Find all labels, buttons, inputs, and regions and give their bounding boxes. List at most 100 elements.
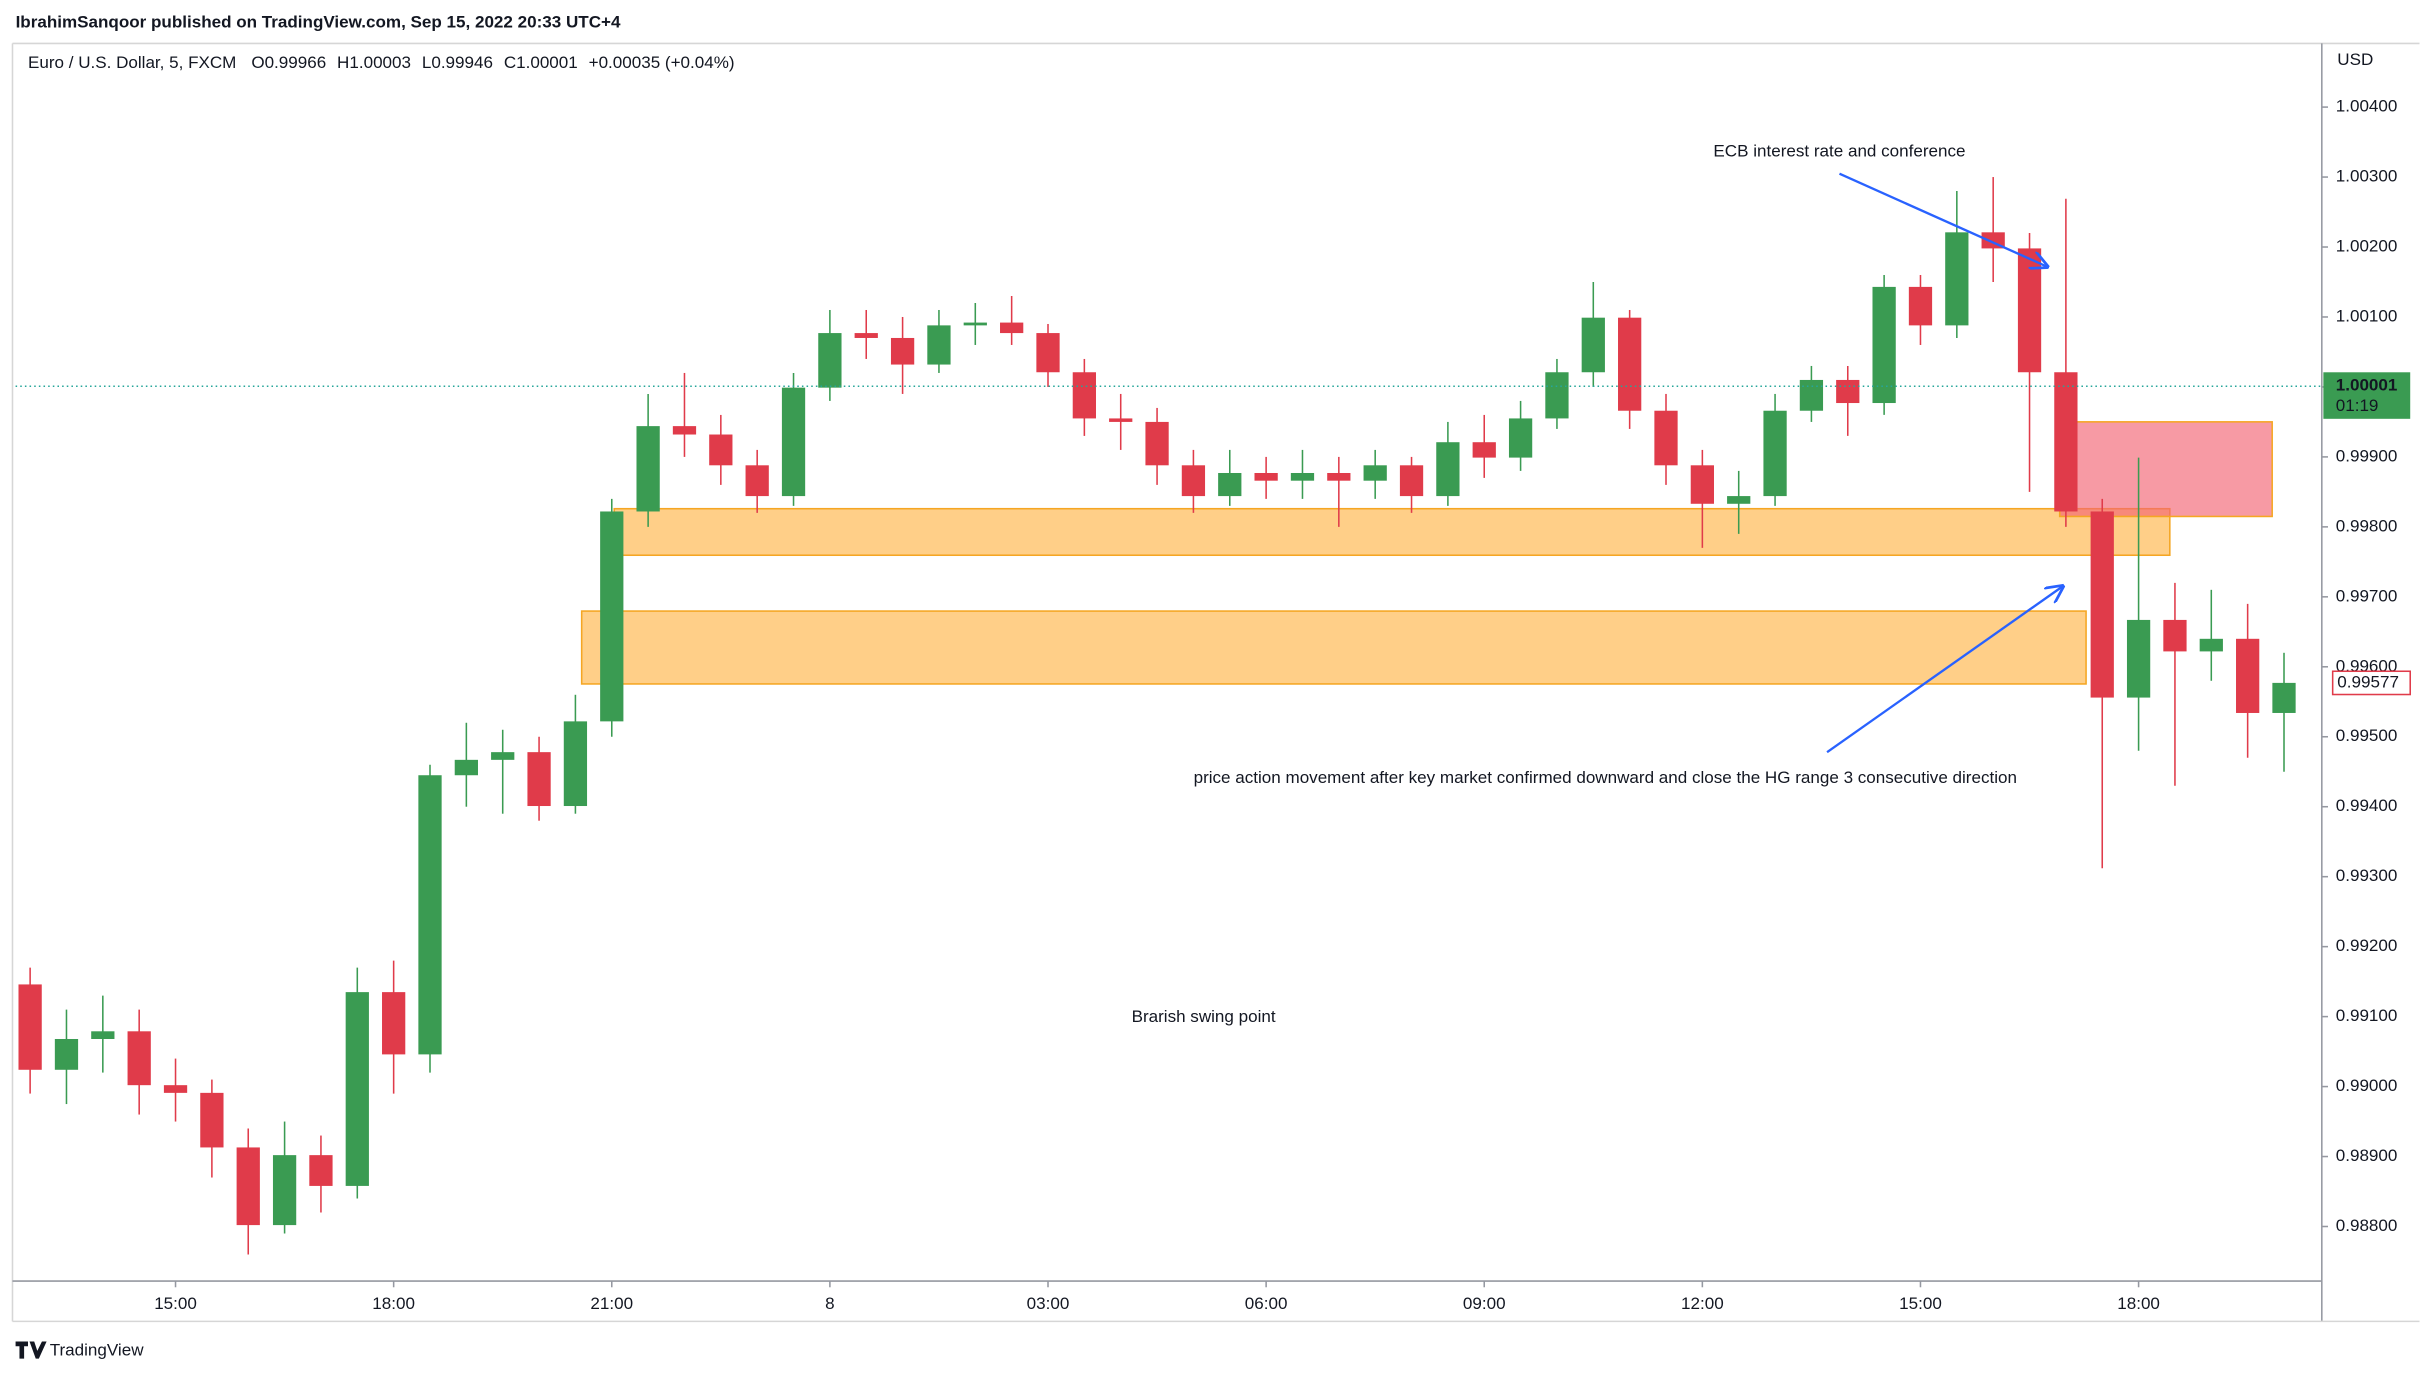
candle-body [200, 1092, 224, 1148]
y-tick-label: 0.99900 [2336, 446, 2398, 465]
y-tick-label: 1.00200 [2336, 237, 2398, 256]
annotation: price action movement after key market c… [1194, 768, 2017, 787]
brand: TradingView [15, 1340, 144, 1359]
candle-body [2163, 619, 2187, 652]
candle-body [309, 1155, 333, 1186]
y-tick-label: 0.98900 [2336, 1146, 2398, 1165]
candle-body [890, 337, 915, 365]
y-tick-label: 0.99800 [2336, 516, 2398, 535]
last-close-label: 0.99577 [2337, 672, 2399, 691]
last-close-box [2331, 670, 2411, 696]
candle-body [1254, 472, 1278, 481]
plot-area [18, 177, 2296, 1255]
y-tick-label: 0.99400 [2336, 796, 2398, 815]
candle-body [163, 1085, 188, 1093]
y-tick-label: 0.99200 [2336, 936, 2398, 955]
ohlc-value: H1.00003 [337, 53, 411, 72]
candle-body [1472, 442, 1496, 458]
candle-body [563, 721, 588, 807]
x-tick-label: 18:00 [372, 1294, 415, 1313]
symbol-legend: Euro / U.S. Dollar, 5, FXCM O0.99966 H1.0… [28, 53, 735, 72]
candle-body [272, 1155, 297, 1226]
candle-body [1545, 372, 1569, 419]
publisher-line: IbrahimSanqoor published on TradingView.… [16, 13, 621, 32]
candle-body [709, 434, 733, 466]
candle-body [2090, 511, 2114, 698]
candle-body [1072, 372, 1096, 419]
x-tick-label: 15:00 [154, 1294, 197, 1313]
zones [580, 421, 2273, 685]
candle-body [672, 426, 697, 435]
candle-body [1109, 418, 1133, 422]
candle-body [18, 984, 42, 1070]
supply-zone [2058, 421, 2273, 518]
candle-body [1399, 465, 1424, 497]
arrow [1826, 586, 2063, 754]
brand-name: TradingView [50, 1340, 144, 1359]
candle-body [1036, 333, 1060, 373]
candle-body [1763, 410, 1787, 497]
brand-logo [15, 1341, 47, 1359]
ohlc-value: O0.99966 [251, 53, 326, 72]
candle-body [781, 387, 806, 497]
x-tick-label: 09:00 [1463, 1294, 1506, 1313]
candle-body [2126, 619, 2151, 698]
candle-body [1727, 496, 1751, 504]
candle-body [54, 1038, 79, 1070]
candle-body [2236, 638, 2260, 713]
symbol: Euro / U.S. Dollar, 5, FXCM [28, 53, 236, 72]
candle-body [2199, 638, 2223, 652]
x-tick-label: 21:00 [590, 1294, 633, 1313]
candle-body [1799, 379, 1824, 411]
candle-body [454, 759, 478, 776]
ohlc-value: +0.00035 (+0.04%) [589, 53, 735, 72]
candle-body [818, 333, 842, 388]
countdown: 01:19 [2336, 396, 2379, 415]
price-label-box [2323, 372, 2411, 419]
arrow [1838, 172, 2047, 267]
y-tick-label: 0.99700 [2336, 586, 2398, 605]
x-tick-label: 06:00 [1245, 1294, 1288, 1313]
candle-body [927, 325, 951, 365]
candle-body [963, 322, 987, 326]
candle-body [491, 752, 515, 760]
x-tick-label: 15:00 [1899, 1294, 1942, 1313]
candle-body [1508, 418, 1533, 458]
candle-body [2017, 248, 2042, 373]
candle-body [1000, 322, 1024, 334]
candle-body [1690, 465, 1714, 504]
axis-currency: USD [2337, 50, 2373, 69]
x-tick-label: 8 [825, 1294, 834, 1313]
candle-body [1327, 472, 1351, 481]
candle-body [854, 333, 878, 338]
support-zone [580, 610, 2087, 685]
x-tick-label: 03:00 [1027, 1294, 1070, 1313]
candle-body [1181, 465, 1206, 497]
candle-body [1436, 442, 1460, 497]
candle-body [127, 1031, 151, 1086]
y-tick-label: 1.00400 [2336, 97, 2398, 116]
ohlc-value: C1.00001 [504, 53, 578, 72]
candle-body [527, 752, 551, 807]
candle-body [1581, 317, 1605, 373]
y-tick-label: 1.00300 [2336, 167, 2398, 186]
x-tick-label: 18:00 [2117, 1294, 2160, 1313]
candle-body [1908, 286, 1933, 326]
ohlc-value: L0.99946 [422, 53, 493, 72]
price-label: 1.00001 [2336, 376, 2398, 395]
y-tick-label: 0.99300 [2336, 866, 2398, 885]
annotation: ECB interest rate and conference [1713, 141, 1965, 160]
candle-body [745, 465, 769, 497]
candle-body [1363, 465, 1387, 481]
candle-body [418, 775, 442, 1055]
candle-body [636, 426, 660, 512]
y-tick-label: 0.99000 [2336, 1076, 2398, 1095]
candle-body [1836, 379, 1860, 404]
support-zone [613, 507, 2171, 557]
candle-body [2272, 682, 2296, 713]
y-tick-label: 0.98800 [2336, 1216, 2398, 1235]
y-tick-label: 0.99100 [2336, 1006, 2398, 1025]
candle-body [2054, 372, 2078, 512]
